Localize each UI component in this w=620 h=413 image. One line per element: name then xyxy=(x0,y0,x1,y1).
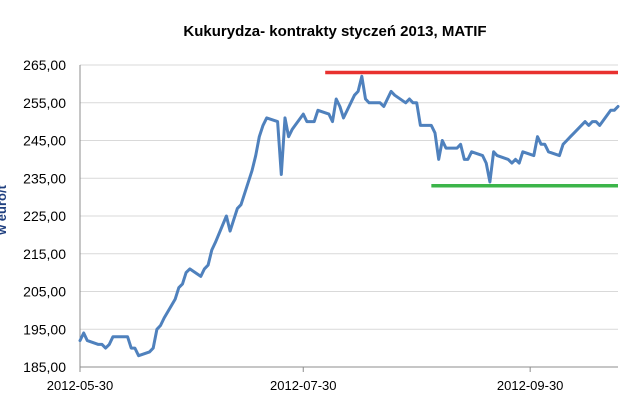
x-tick-label: 2012-05-30 xyxy=(47,378,114,393)
chart-title: Kukurydza- kontrakty styczeń 2013, MATIF xyxy=(183,23,486,40)
series-line xyxy=(78,74,620,358)
grid-lines xyxy=(80,64,618,330)
y-tick-label: 225,00 xyxy=(23,208,66,224)
y-tick-label: 195,00 xyxy=(23,321,66,337)
y-axis-label: w euro/t xyxy=(0,184,9,236)
x-tick-label: 2012-07-30 xyxy=(270,378,337,393)
x-tick-label: 2012-09-30 xyxy=(497,378,564,393)
y-tick-label: 245,00 xyxy=(23,133,66,149)
y-tick-label: 185,00 xyxy=(23,359,66,375)
series-group xyxy=(78,74,620,358)
y-tick-label: 255,00 xyxy=(23,95,66,111)
y-tick-label: 265,00 xyxy=(23,57,66,73)
y-tick-label: 205,00 xyxy=(23,284,66,300)
y-tick-label: 235,00 xyxy=(23,170,66,186)
reference-lines xyxy=(325,70,618,188)
x-axis-ticks: 2012-05-30 2012-07-30 2012-09-30 xyxy=(47,367,564,393)
y-axis-ticks: 185,00 195,00 205,00 215,00 225,00 235,00 245,… xyxy=(23,57,66,375)
y-tick-label: 215,00 xyxy=(23,246,66,262)
